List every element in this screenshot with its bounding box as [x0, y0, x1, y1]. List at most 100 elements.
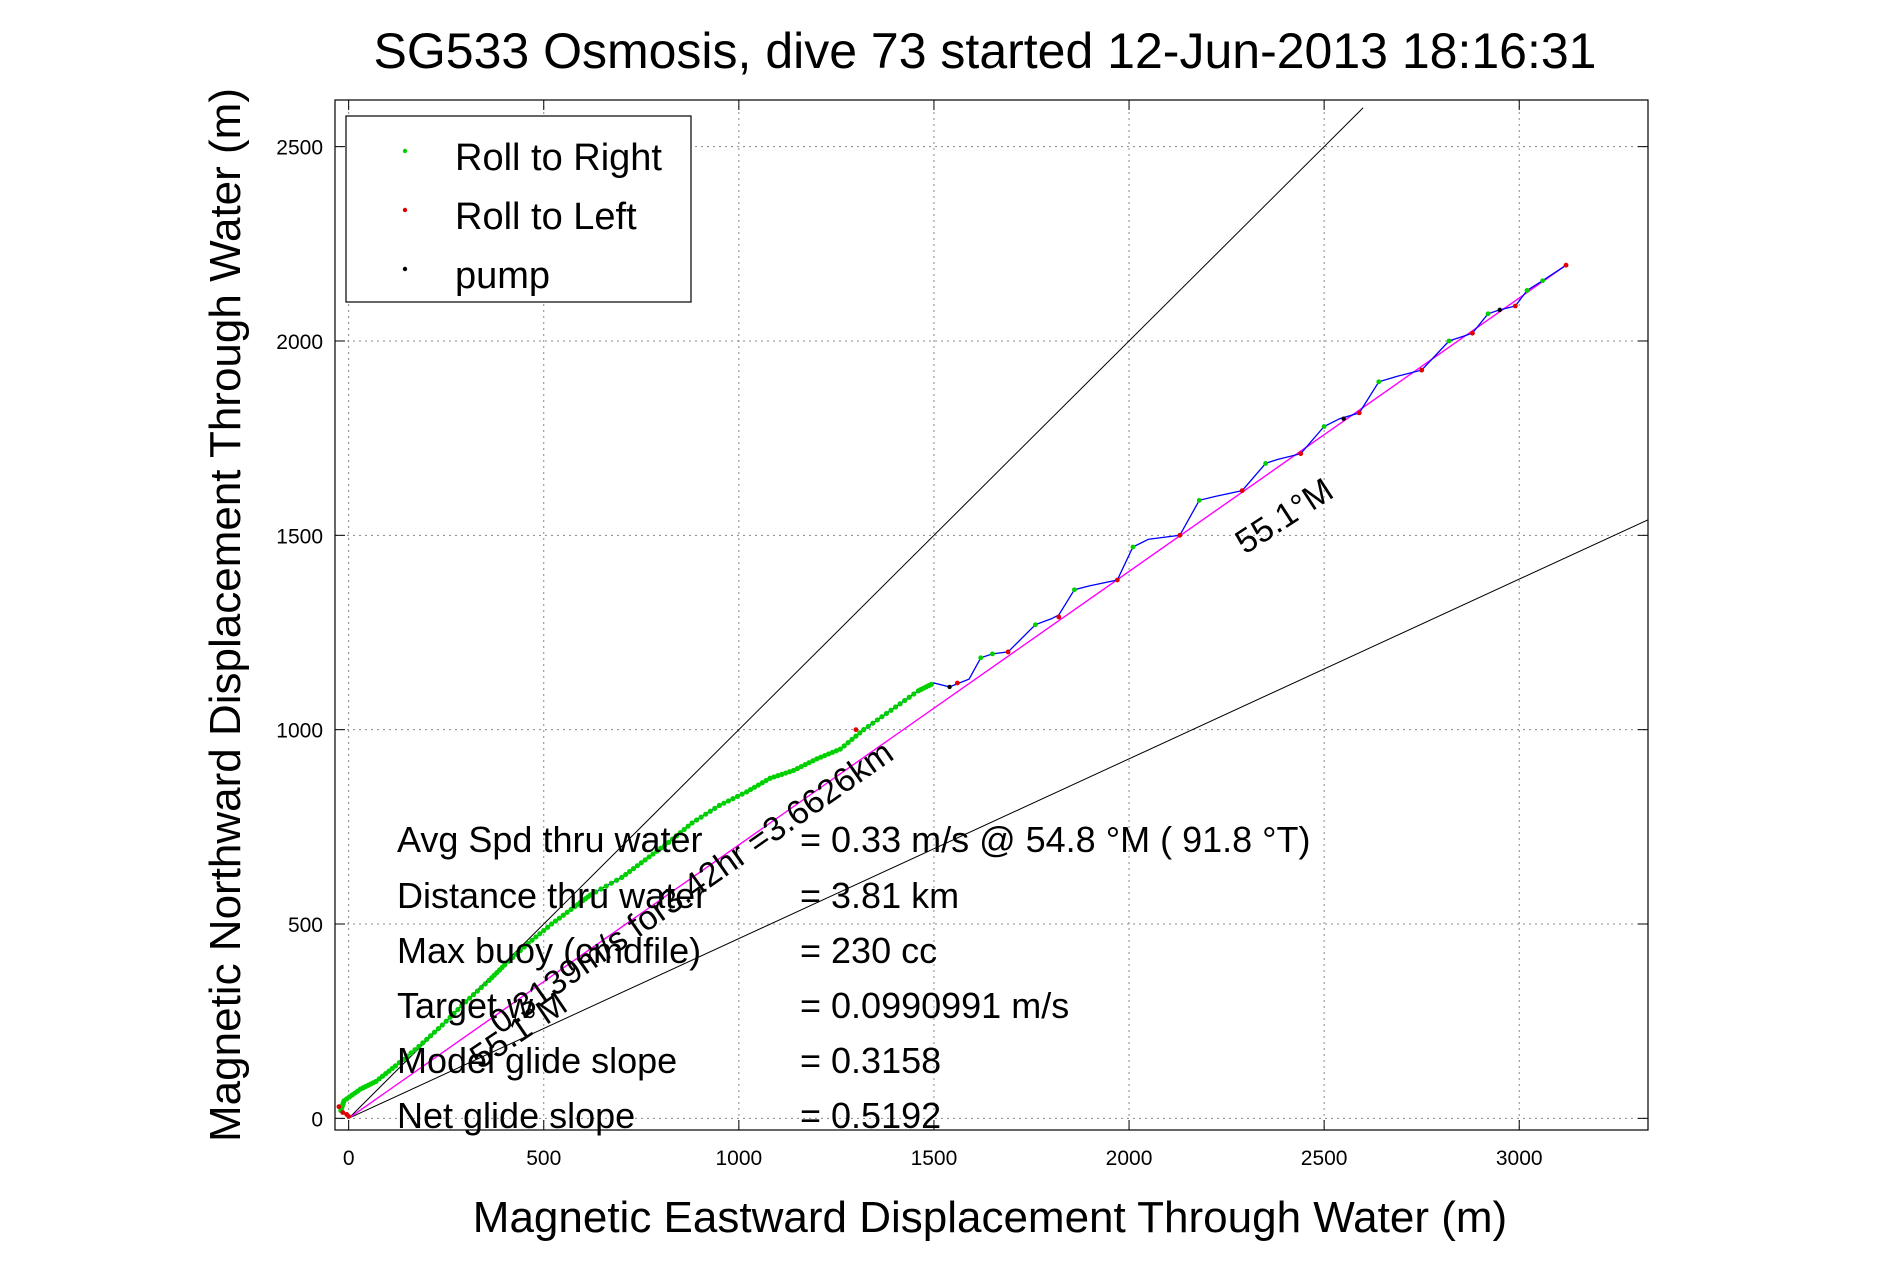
roll-right-point	[1032, 622, 1038, 628]
roll-left-point	[1419, 367, 1425, 373]
roll-right-point	[716, 803, 722, 808]
roll-right-point	[666, 839, 672, 845]
roll-right-point	[911, 691, 917, 697]
roll-right-point	[771, 774, 777, 780]
roll-right-point	[482, 981, 488, 987]
roll-right-point	[685, 823, 691, 829]
roll-right-point	[915, 688, 921, 694]
roll-right-point	[837, 746, 843, 752]
roll-right-point	[400, 1056, 406, 1062]
roll-right-point	[767, 775, 773, 781]
roll-right-point	[486, 977, 492, 983]
roll-right-point	[642, 857, 648, 863]
roll-right-point	[734, 793, 741, 799]
roll-right-point	[874, 717, 880, 723]
roll-right-point	[978, 655, 984, 661]
roll-right-point	[598, 886, 604, 892]
roll-right-point	[902, 697, 908, 704]
roll-left-point	[336, 1104, 342, 1110]
roll-right-point	[447, 1014, 453, 1020]
roll-right-point	[1321, 424, 1327, 429]
roll-right-point	[689, 820, 695, 826]
roll-right-point	[786, 769, 793, 775]
roll-right-point	[1130, 544, 1136, 550]
roll-right-point	[529, 937, 535, 943]
roll-right-point	[545, 924, 551, 930]
roll-right-point	[810, 758, 816, 764]
roll-right-point	[435, 1026, 442, 1032]
roll-right-point	[1485, 311, 1491, 317]
legend-label-pump: pump	[455, 255, 550, 297]
roll-right-point	[794, 765, 800, 772]
roll-right-point	[412, 1047, 418, 1053]
legend-marker-roll-left	[402, 207, 408, 213]
legend: Roll to Right Roll to Left pump	[345, 115, 692, 303]
roll-right-point	[849, 736, 855, 742]
roll-right-point	[825, 751, 832, 757]
roll-right-point	[897, 701, 903, 707]
x-tick-label: 2500	[1301, 1147, 1348, 1170]
roll-right-point	[509, 955, 516, 961]
stat-label-distance: Distance thru water	[397, 875, 707, 916]
roll-right-point	[593, 889, 599, 895]
roll-right-point	[474, 988, 481, 994]
bounding-lines	[348, 107, 1648, 1119]
roll-right-point	[845, 740, 851, 746]
roll-right-point	[603, 883, 609, 889]
roll-right-point	[552, 918, 559, 924]
roll-right-point	[829, 749, 836, 755]
pump-point	[1497, 307, 1502, 313]
roll-right-point	[416, 1044, 422, 1049]
roll-right-point	[357, 1086, 363, 1092]
roll-right-point	[459, 1003, 465, 1009]
roll-right-point	[1376, 379, 1382, 385]
roll-right-point	[703, 811, 709, 817]
roll-right-point	[693, 817, 700, 823]
roll-right-point	[608, 880, 614, 886]
roll-right-point	[669, 836, 676, 842]
roll-right-point	[888, 707, 894, 713]
stat-value-target-w: = 0.0990991 m/s	[800, 985, 1069, 1026]
roll-right-point	[744, 789, 750, 795]
roll-right-point	[857, 730, 863, 736]
y-tick-label: 1000	[276, 720, 323, 743]
roll-right-point	[802, 762, 808, 768]
roll-right-point	[439, 1022, 445, 1028]
stat-label-target-w: Target w	[397, 985, 534, 1026]
x-tick-label: 1500	[911, 1147, 958, 1170]
roll-right-point	[870, 720, 876, 726]
roll-right-point	[798, 763, 804, 770]
y-tick-label: 1500	[276, 525, 323, 548]
roll-right-point	[712, 805, 718, 811]
roll-right-point	[537, 931, 543, 937]
roll-right-point	[533, 934, 539, 940]
legend-label-roll-right: Roll to Right	[455, 137, 662, 179]
roll-right-point	[730, 796, 736, 802]
roll-right-point	[525, 941, 531, 946]
roll-right-point	[775, 773, 781, 779]
roll-right-point	[572, 904, 578, 909]
roll-right-point	[587, 892, 594, 898]
roll-right-point	[560, 912, 566, 918]
y-tick-label: 2000	[276, 331, 323, 354]
stat-value-model-glide: = 0.3158	[800, 1040, 941, 1081]
roll-right-point	[1263, 461, 1269, 466]
roll-right-point	[1524, 288, 1530, 293]
roll-left-point	[853, 727, 859, 733]
roll-right-point	[646, 854, 652, 860]
roll-right-point	[564, 909, 570, 915]
roll-right-point	[818, 754, 824, 760]
x-tick-label: 1000	[715, 1147, 762, 1170]
roll-right-point	[502, 962, 508, 968]
roll-right-point	[568, 906, 574, 913]
roll-left-point	[954, 680, 960, 686]
roll-right-point	[623, 871, 629, 878]
roll-right-point	[755, 782, 761, 788]
roll-right-point	[517, 947, 523, 954]
roll-right-point	[373, 1079, 379, 1084]
roll-right-point	[638, 860, 644, 866]
grid-lines	[335, 100, 1648, 1130]
roll-right-point	[707, 808, 713, 814]
roll-right-point	[779, 771, 785, 777]
